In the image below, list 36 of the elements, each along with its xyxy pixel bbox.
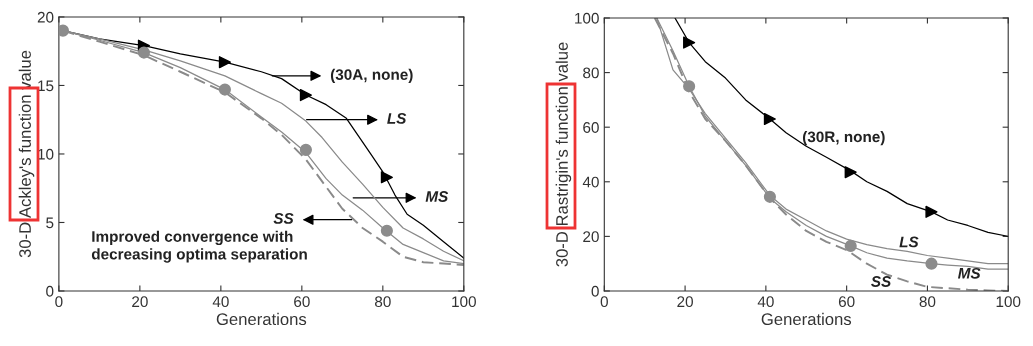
y-tick-label: 20 (37, 11, 54, 23)
annotation: LS (899, 236, 919, 248)
x-tick-label: 20 (677, 296, 693, 308)
y-tick-label: 5 (46, 217, 54, 229)
x-axis-title: Generations (216, 312, 307, 326)
y-tick-label: 0 (46, 285, 54, 297)
x-tick-label: 80 (375, 296, 391, 308)
x-tick-label: 60 (294, 296, 310, 308)
y-tick-label: 0 (591, 285, 599, 297)
x-tick-label: 20 (132, 296, 148, 308)
x-tick-label: 0 (55, 296, 63, 308)
x-tick-label: 100 (996, 296, 1021, 308)
annotation: LS (387, 113, 407, 124)
annotation: MS (957, 267, 981, 279)
annotation: SS (871, 276, 892, 287)
x-tick-label: 0 (600, 296, 608, 308)
x-tick-label: 100 (452, 296, 476, 308)
y-axis-title: 30-D Ackley's function value (18, 50, 35, 258)
x-tick-label: 80 (919, 296, 936, 308)
x-tick-label: 60 (838, 296, 855, 308)
y-tick-label: 40 (582, 176, 599, 188)
x-axis-title: Generations (761, 312, 852, 326)
x-tick-label: 40 (757, 296, 774, 308)
x-tick-label: 40 (212, 296, 229, 308)
annotation: Improved convergence with decreasing optima separation (91, 230, 307, 263)
y-tick-label: 80 (583, 67, 599, 79)
y-axis-title: 30-D Rastrigin's function value (555, 42, 572, 267)
y-tick-label: 20 (583, 231, 599, 243)
y-tick-label: 100 (575, 12, 599, 24)
annotation: (30A, none) (330, 68, 413, 83)
y-tick-label: 10 (38, 148, 54, 160)
y-tick-label: 15 (38, 80, 54, 92)
annotation: (30R, none) (802, 130, 885, 146)
annotation: MS (425, 191, 449, 202)
y-tick-label: 60 (583, 122, 599, 133)
annotation: SS (273, 213, 294, 224)
